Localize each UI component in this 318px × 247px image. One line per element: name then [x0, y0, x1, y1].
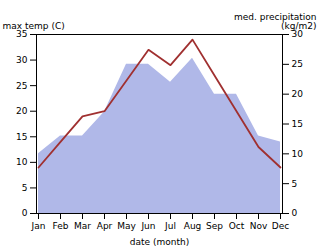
svg-text:20: 20 — [16, 106, 28, 116]
svg-text:Jul: Jul — [164, 221, 176, 231]
svg-text:max temp (C): max temp (C) — [3, 21, 65, 31]
svg-text:Dec: Dec — [272, 221, 289, 231]
svg-text:Mar: Mar — [74, 221, 91, 231]
svg-text:0: 0 — [292, 208, 298, 218]
svg-text:15: 15 — [16, 132, 27, 142]
svg-text:0: 0 — [22, 208, 28, 218]
svg-text:May: May — [117, 221, 136, 231]
svg-text:Oct: Oct — [229, 221, 245, 231]
svg-text:5: 5 — [292, 179, 298, 189]
svg-text:30: 30 — [292, 29, 304, 39]
svg-text:30: 30 — [16, 55, 28, 65]
svg-text:Jun: Jun — [140, 221, 155, 231]
svg-text:20: 20 — [292, 89, 304, 99]
svg-text:10: 10 — [292, 149, 304, 159]
svg-text:Feb: Feb — [53, 221, 69, 231]
svg-text:5: 5 — [22, 183, 28, 193]
svg-text:med. precipitation(kg/m2): med. precipitation(kg/m2) — [234, 12, 316, 31]
svg-text:Sep: Sep — [206, 221, 223, 231]
svg-text:25: 25 — [16, 81, 27, 91]
svg-text:Jan: Jan — [31, 221, 46, 231]
svg-text:15: 15 — [292, 119, 303, 129]
svg-text:Aug: Aug — [184, 221, 202, 231]
svg-text:Apr: Apr — [97, 221, 113, 231]
svg-text:Nov: Nov — [250, 221, 268, 231]
svg-text:35: 35 — [16, 29, 27, 39]
svg-text:date (month): date (month) — [130, 237, 189, 247]
svg-text:10: 10 — [16, 157, 28, 167]
svg-text:25: 25 — [292, 59, 303, 69]
